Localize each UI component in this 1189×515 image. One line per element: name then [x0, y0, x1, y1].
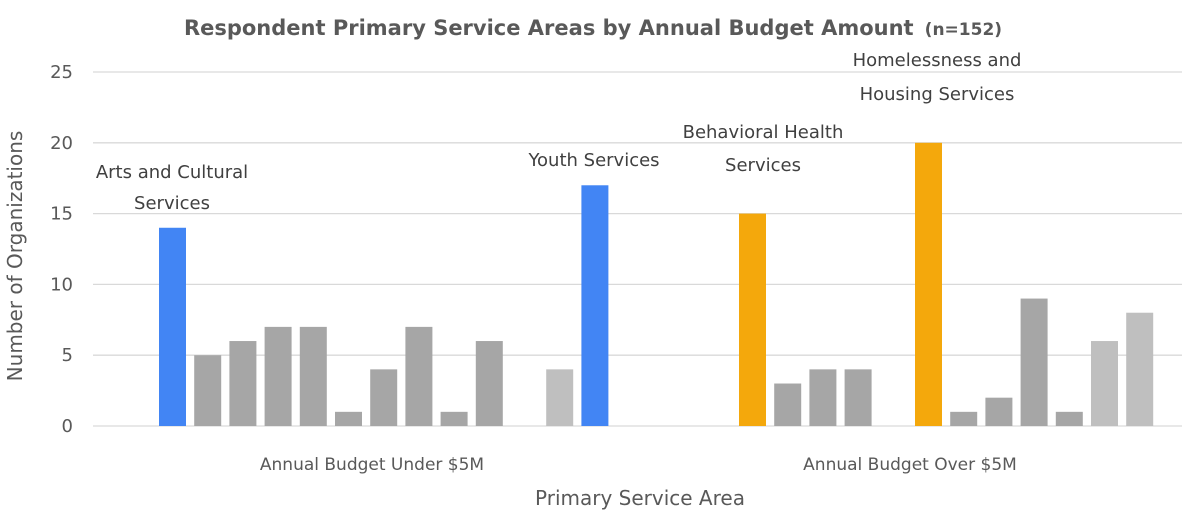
bar [809, 369, 837, 426]
chart-title-sample-size: (n=152) [925, 20, 1002, 40]
bar [475, 341, 503, 426]
bar [335, 411, 362, 426]
y-tick-label: 5 [62, 345, 73, 366]
bar [844, 369, 872, 426]
bar [405, 326, 433, 426]
bar-annotation: Arts and Cultural Services [96, 162, 248, 214]
x-category-label: Annual Budget Over $5M [803, 455, 1017, 475]
bar [194, 355, 222, 426]
bar [370, 369, 398, 426]
bar-annotation-line: Services [725, 155, 801, 176]
bar [950, 411, 978, 426]
bars [159, 142, 1154, 427]
x-axis-title: Primary Service Area [535, 486, 745, 510]
bar-annotation-line: Services [134, 193, 210, 214]
bar [985, 397, 1013, 426]
bar [159, 227, 186, 426]
bar [774, 383, 802, 426]
bar [739, 213, 766, 426]
bar-annotation-line: Youth Services [527, 150, 659, 171]
y-tick-label: 20 [50, 133, 73, 154]
annotations: Arts and Cultural Services Youth Services B… [96, 50, 1022, 214]
chart-title: Respondent Primary Service Areas by Annu… [184, 16, 1002, 40]
bar [1055, 411, 1083, 426]
bar [915, 142, 942, 427]
bar [1126, 312, 1154, 426]
bar [1020, 298, 1048, 426]
bar-annotation-line: Arts and Cultural [96, 162, 248, 183]
bar [440, 411, 468, 426]
bar-annotation-line: Housing Services [860, 84, 1015, 105]
y-axis-title: Number of Organizations [3, 131, 27, 382]
bar-annotation-line: Behavioral Health [683, 122, 844, 143]
x-axis-categories: Annual Budget Under $5M Annual Budget Ove… [260, 455, 1017, 475]
y-tick-label: 25 [50, 62, 73, 83]
bar [546, 369, 574, 426]
bar-annotation: Homelessness and Housing Services [853, 50, 1022, 105]
bar [229, 341, 257, 426]
y-axis-ticks: 0 5 10 15 20 25 [50, 62, 73, 437]
bar-annotation: Behavioral Health Services [683, 122, 844, 176]
bar [299, 326, 327, 426]
x-category-label: Annual Budget Under $5M [260, 455, 484, 475]
y-tick-label: 10 [50, 274, 73, 295]
bar [581, 185, 609, 426]
chart-title-main: Respondent Primary Service Areas by Annu… [184, 16, 914, 40]
y-tick-label: 15 [50, 204, 73, 225]
bar-annotation: Youth Services [527, 150, 659, 171]
bar [264, 326, 292, 426]
y-tick-label: 0 [62, 416, 73, 437]
bar [1091, 341, 1118, 426]
bar-annotation-line: Homelessness and [853, 50, 1022, 71]
